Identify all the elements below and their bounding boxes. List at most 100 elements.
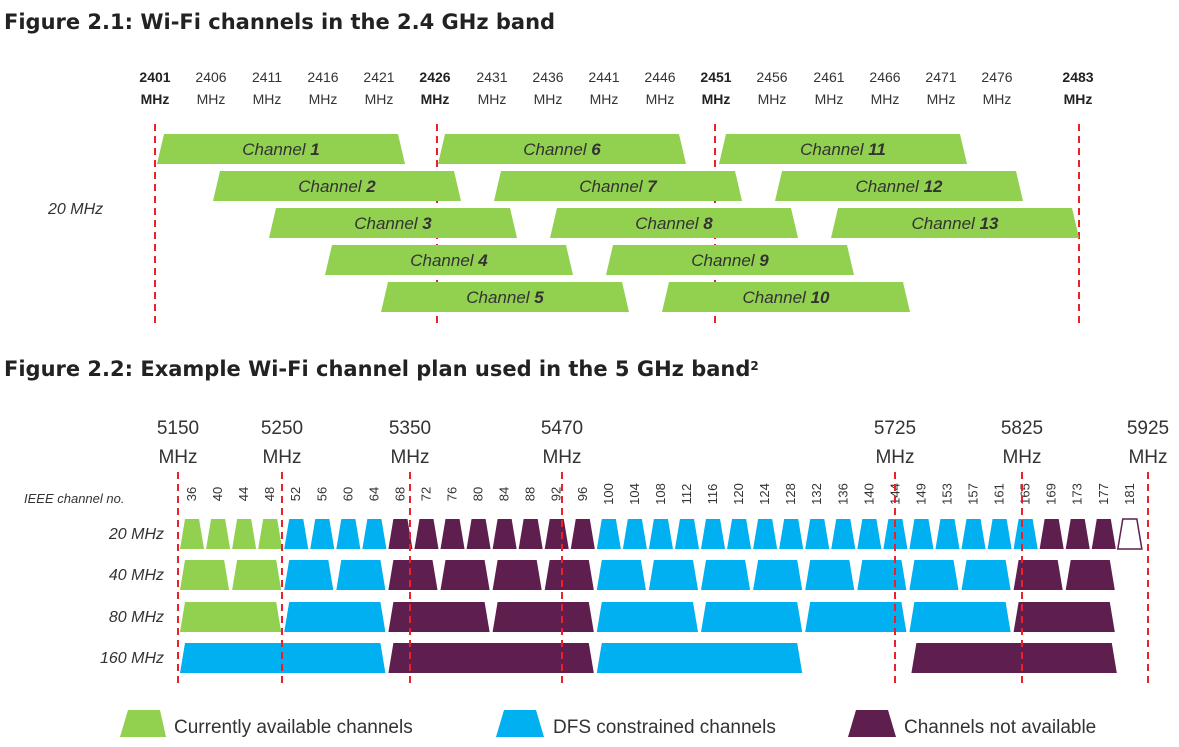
fig2-row-160mhz [180,643,1117,673]
fig1-channel-number: 8 [703,214,713,233]
fig1-channel-label: Channel 1 [242,140,320,159]
channel-40mhz-block [544,560,594,590]
ieee-channel-number: 120 [731,483,746,505]
channel-20mhz-block [727,519,752,549]
fig1-channel-block: Channel 4 [325,245,573,275]
ieee-channel-number: 84 [497,487,512,501]
channel-20mhz-block [440,519,465,549]
fig1-channel-shape [269,208,517,238]
fig1-channel-number: 12 [924,177,943,196]
fig1-channel-label: Channel 8 [635,214,713,233]
fig1-channel-word: Channel [466,288,534,307]
channel-40mhz-block [232,560,282,590]
fig2-row-80mhz [180,602,1115,632]
fig1-channel-number: 5 [534,288,544,307]
fig1-channel-shape [719,134,967,164]
channel-20mhz-block [648,519,673,549]
channel-160mhz-block [388,643,594,673]
fig1-channel-block: Channel 13 [831,208,1079,238]
channel-40mhz-block [1065,560,1115,590]
ieee-channel-number: 140 [861,483,876,505]
fig1-channel-word: Channel [800,140,868,159]
channel-20mhz-block [961,519,986,549]
fig1-channel-block: Channel 6 [438,134,686,164]
fig2-freq-unit: MHz [262,447,301,468]
ieee-channel-number: 132 [809,483,824,505]
fig2-row-label: 160 MHz [100,650,164,667]
ieee-channel-number: 108 [653,483,668,505]
fig1-channel-block: Channel 11 [719,134,967,164]
channel-20mhz-block [336,519,361,549]
channel-40mhz-block [336,560,386,590]
fig1-freq-value: 2461 [813,69,844,85]
ieee-channel-number: 112 [679,484,694,505]
fig2-freq-unit: MHz [542,447,581,468]
fig1-frequency-axis: 2401 MHz 2406 MHz 2411 MHz 2416 MHz 2421 MHz 2426 M… [139,69,1093,107]
fig1-channel-word: Channel [523,140,591,159]
channel-20mhz-block [284,519,309,549]
ieee-channel-number: 136 [835,483,850,505]
fig1-channel-shape [831,208,1079,238]
ieee-channel-number: 56 [314,487,329,501]
fig1-freq-unit: MHz [309,91,338,107]
channel-20mhz-block [805,519,830,549]
fig1-channel-label: Channel 11 [800,140,886,159]
channel-80mhz-block [180,602,282,632]
fig1-channel-number: 4 [477,251,488,270]
fig2-row-label: 20 MHz [108,526,164,543]
fig1-freq-value: 2446 [644,69,675,85]
fig1-freq-value: 2471 [925,69,956,85]
fig1-row-label: 20 MHz [47,201,103,218]
channel-20mhz-block [544,519,569,549]
ieee-channel-number: 128 [783,483,798,505]
fig1-freq-unit: MHz [478,91,507,107]
channel-20mhz-block [1091,519,1116,549]
fig1-freq-value: 2451 [700,69,731,85]
fig2-freq-value: 5925 [1127,418,1169,439]
fig1-channel-block: Channel 3 [269,208,517,238]
channel-80mhz-block [701,602,803,632]
fig1-channel-word: Channel [410,251,478,270]
channel-20mhz-block [779,519,804,549]
fig1-channel-block: Channel 8 [550,208,798,238]
fig2-freq-value: 5150 [157,418,199,439]
fig1-freq-unit: MHz [534,91,563,107]
fig1-channel-number: 7 [647,177,658,196]
ieee-channel-number: 124 [757,483,772,505]
fig1-channel-label: Channel 12 [856,177,944,196]
ieee-channel-number: 169 [1044,483,1059,505]
fig2-freq-unit: MHz [1128,447,1167,468]
ieee-channel-number: 144 [887,483,902,505]
ieee-channel-number: 149 [913,483,928,505]
fig1-channel-shape [438,134,686,164]
fig2-frequency-axis: 5150 MHz 5250 MHz 5350 MHz 5470 MHz 5725 MHz 5825 M… [157,418,1169,468]
channel-20mhz-block [831,519,856,549]
ieee-channel-number: 64 [366,487,381,501]
channel-80mhz-block [596,602,698,632]
channel-20mhz-block [622,519,647,549]
fig1-channel-label: Channel 5 [466,288,544,307]
ieee-channel-number: 177 [1096,483,1111,505]
figure-2-2-title: Figure 2.2: Example Wi-Fi channel plan u… [4,357,759,381]
channel-80mhz-block [909,602,1011,632]
fig1-freq-unit: MHz [141,91,170,107]
fig1-channel-word: Channel [743,288,811,307]
fig1-freq-unit: MHz [983,91,1012,107]
fig1-channel-shape [213,171,461,201]
fig1-channel-block: Channel 5 [381,282,629,312]
fig1-channel-shape [606,245,854,275]
fig1-channel-block: Channel 1 [157,134,405,164]
fig1-channel-block: Channel 7 [494,171,742,201]
legend-not-available-label: Channels not available [904,717,1096,738]
channel-20mhz-block [492,519,517,549]
fig1-channel-block: Channel 2 [213,171,461,201]
channel-20mhz-block [414,519,439,549]
legend: Currently available channels DFS constra… [120,710,1096,738]
fig1-freq-unit: MHz [365,91,394,107]
channel-40mhz-block [388,560,438,590]
fig2-freq-unit: MHz [158,447,197,468]
figure-2-1-title: Figure 2.1: Wi-Fi channels in the 2.4 GH… [4,10,555,34]
fig1-channel-label: Channel 13 [912,214,1000,233]
fig1-freq-value: 2483 [1062,69,1093,85]
